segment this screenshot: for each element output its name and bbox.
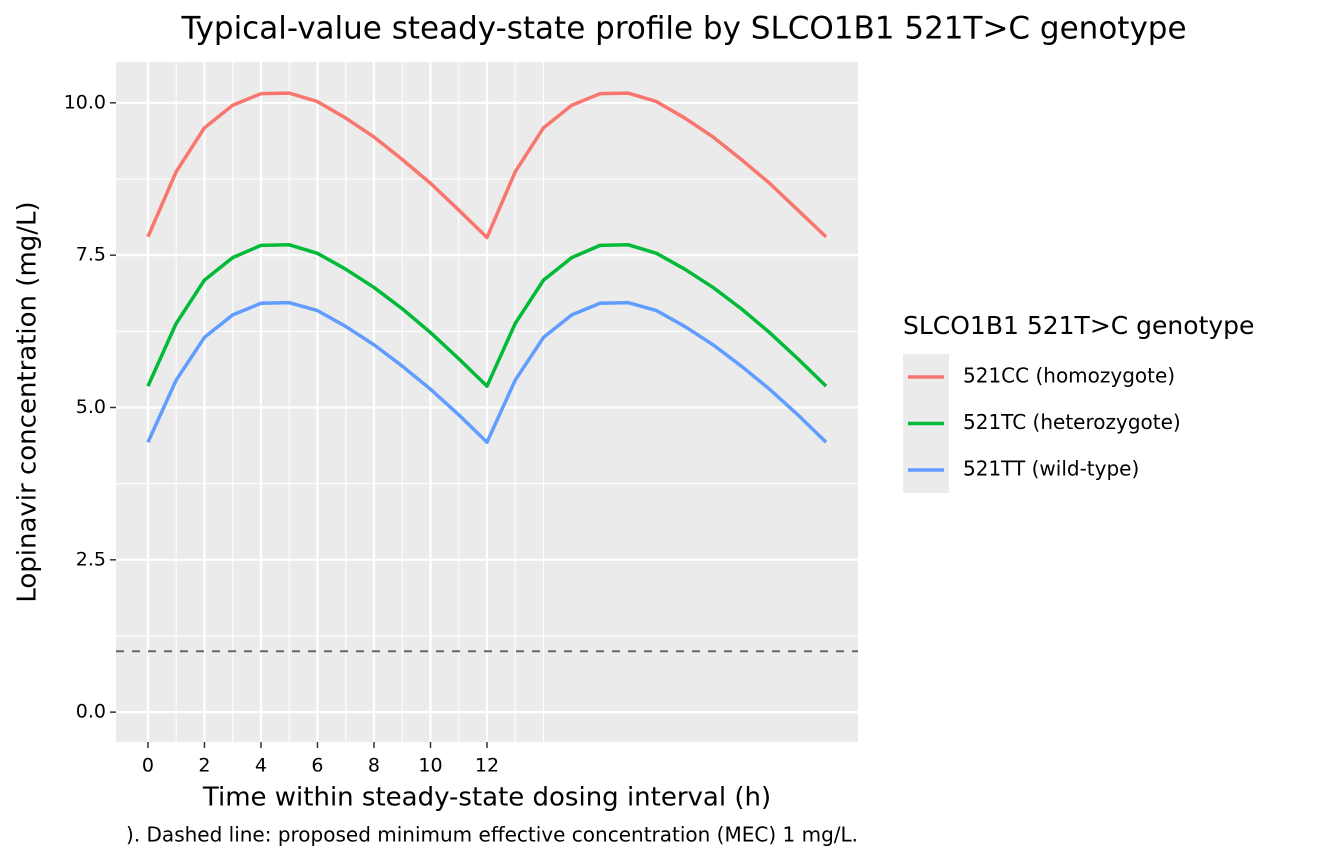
x-tick-label: 4 [255,755,267,777]
y-tick-label: 7.5 [76,244,106,266]
y-tick-label: 10.0 [64,91,106,113]
series-line [146,300,828,444]
y-axis-title: Lopinavir concentration (mg/L) [13,201,43,602]
x-tick-label: 10 [418,755,442,777]
series-line [146,91,828,240]
x-axis-title: Time within steady-state dosing interval… [202,783,771,813]
x-tick-label: 0 [142,755,154,777]
legend-title: SLCO1B1 521T>C genotype [903,311,1254,340]
caption: ). Dashed line: proposed minimum effecti… [126,823,858,847]
y-tick-label: 2.5 [76,548,106,570]
x-tick-label: 12 [475,755,499,777]
series-line [146,243,828,388]
x-tick-label: 8 [368,755,380,777]
legend-label: 521CC (homozygote) [963,364,1175,388]
y-tick-label: 0.0 [76,701,106,723]
y-tick-label: 5.0 [76,396,106,418]
x-tick-label: 6 [311,755,323,777]
legend-label: 521TC (heterozygote) [963,410,1181,434]
chart-title: Typical-value steady-state profile by SL… [180,11,1186,47]
x-tick-label: 2 [198,755,210,777]
legend-label: 521TT (wild-type) [963,457,1139,481]
